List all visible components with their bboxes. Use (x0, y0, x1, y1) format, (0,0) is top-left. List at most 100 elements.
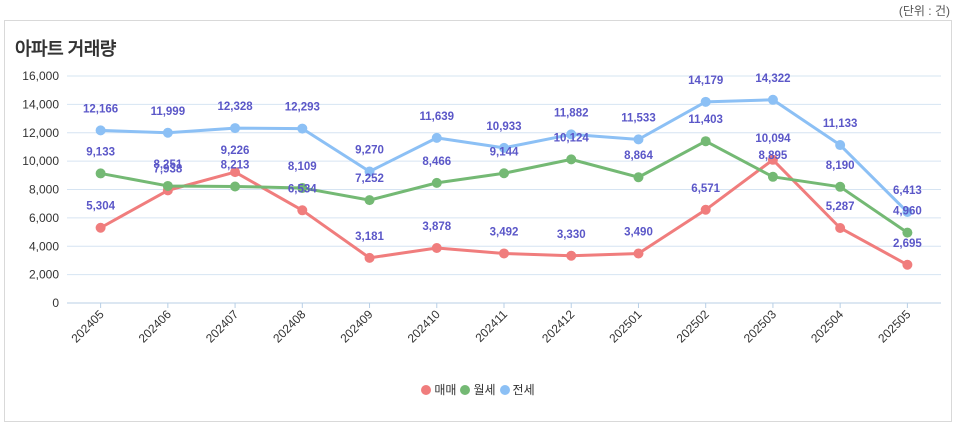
x-tick-label: 202406 (136, 307, 174, 345)
y-tick-label: 14,000 (22, 97, 59, 111)
data-label-전세: 14,179 (688, 75, 723, 87)
data-point-월세 (902, 227, 913, 238)
data-label-매매: 3,878 (422, 221, 451, 233)
legend-item[interactable]: 전세 (499, 381, 535, 398)
data-point-월세 (566, 154, 577, 165)
data-label-월세: 8,864 (624, 150, 653, 162)
y-tick-label: 8,000 (29, 183, 59, 197)
y-tick-label: 4,000 (29, 239, 59, 253)
legend-item[interactable]: 월세 (460, 381, 496, 398)
legend-label: 전세 (512, 383, 535, 397)
data-point-전세 (499, 142, 509, 153)
chart-title: 아파트 거래량 (15, 39, 116, 59)
chart-panel: 아파트 거래량 0 2,000 4,000 6,000 8,000 10,000 12,00… (4, 20, 952, 422)
data-point-전세 (700, 96, 711, 107)
y-tick-label: 10,000 (22, 154, 59, 168)
data-label-매매: 3,492 (490, 226, 519, 238)
data-point-매매 (835, 222, 846, 233)
data-label-전세: 11,882 (554, 107, 589, 119)
data-label-매매: 3,490 (624, 226, 653, 238)
data-label-월세: 9,144 (490, 146, 519, 158)
data-point-매매 (297, 205, 308, 216)
data-point-매매 (902, 259, 913, 270)
data-label-전세: 10,933 (486, 121, 521, 133)
x-tick-label: 202408 (270, 307, 308, 345)
data-point-월세 (700, 136, 711, 147)
series-lines (95, 94, 913, 270)
data-labels: 5,304 7,938 9,226 6,534 3,181 3,878 3,492 3,330… (83, 73, 922, 250)
line-chart: 0 2,000 4,000 6,000 8,000 10,000 12,000 14,000 1… (22, 69, 941, 345)
data-label-매매: 3,330 (557, 229, 586, 241)
data-point-매매 (499, 248, 509, 259)
data-label-월세: 8,466 (422, 156, 451, 168)
data-point-매매 (431, 242, 442, 253)
x-tick-label: 202504 (808, 307, 846, 345)
legend-label: 월세 (473, 383, 496, 397)
data-label-월세: 11,403 (688, 114, 723, 126)
data-label-월세: 7,252 (355, 173, 384, 185)
unit-note: (단위 : 건) (898, 4, 950, 18)
data-point-매매 (767, 154, 778, 165)
x-tick-label: 202409 (337, 307, 375, 345)
data-point-월세 (162, 180, 173, 191)
legend-item[interactable]: 매매 (421, 381, 456, 398)
data-label-매매: 6,534 (288, 183, 317, 195)
data-point-매매 (700, 204, 711, 215)
data-label-월세: 8,190 (826, 160, 855, 172)
data-point-전세 (767, 94, 778, 105)
data-point-전세 (431, 132, 442, 143)
data-label-매매: 3,181 (355, 231, 384, 243)
data-label-전세: 6,413 (893, 185, 922, 197)
data-label-월세: 4,960 (893, 206, 922, 218)
data-label-전세: 9,270 (355, 144, 384, 156)
data-label-월세: 10,124 (554, 132, 590, 144)
x-tick-label: 202505 (875, 307, 913, 345)
data-label-전세: 11,999 (151, 106, 186, 118)
data-label-월세: 8,895 (759, 150, 788, 162)
data-point-매매 (95, 222, 106, 233)
data-point-월세 (95, 168, 106, 179)
data-point-월세 (297, 182, 308, 193)
data-label-매매: 5,304 (86, 201, 115, 213)
data-point-전세 (364, 166, 375, 177)
grid-lines (67, 75, 941, 304)
data-point-매매 (566, 250, 577, 261)
data-point-월세 (364, 195, 375, 206)
y-tick-label: 16,000 (22, 69, 59, 83)
data-point-전세 (633, 134, 644, 145)
legend-marker-icon (460, 384, 471, 395)
data-point-전세 (566, 129, 577, 140)
data-point-전세 (902, 207, 913, 218)
data-point-매매 (230, 167, 241, 178)
legend-label: 매매 (434, 383, 457, 397)
data-label-전세: 12,166 (83, 103, 118, 115)
x-tick-label: 202412 (539, 307, 577, 345)
data-label-매매: 10,094 (755, 133, 791, 145)
x-tick-label: 202411 (473, 307, 511, 345)
data-label-전세: 12,328 (217, 101, 253, 113)
data-point-전세 (162, 127, 173, 138)
legend-marker-icon (421, 384, 432, 395)
x-tick-label: 202503 (741, 307, 779, 345)
x-tick-label: 202502 (674, 307, 712, 345)
data-label-매매: 9,226 (221, 145, 250, 157)
data-label-전세: 11,639 (419, 111, 454, 123)
data-point-월세 (431, 177, 442, 188)
data-label-월세: 9,133 (86, 146, 115, 158)
data-label-매매: 5,287 (826, 201, 855, 213)
x-tick-label: 202407 (203, 307, 241, 345)
data-label-월세: 8,213 (221, 159, 250, 171)
data-label-전세: 11,133 (823, 118, 858, 130)
data-label-전세: 12,293 (285, 102, 320, 114)
legend-marker-icon (499, 384, 510, 395)
data-label-매매: 6,571 (691, 183, 720, 195)
data-point-월세 (633, 172, 644, 183)
data-label-매매: 2,695 (893, 238, 922, 250)
y-tick-label: 2,000 (29, 268, 59, 282)
y-tick-label: 12,000 (22, 126, 59, 140)
data-label-월세: 8,109 (288, 161, 317, 173)
legend: 매매 월세 전세 (5, 381, 951, 398)
data-point-월세 (499, 168, 509, 179)
data-point-전세 (297, 123, 308, 134)
data-point-월세 (230, 181, 241, 192)
